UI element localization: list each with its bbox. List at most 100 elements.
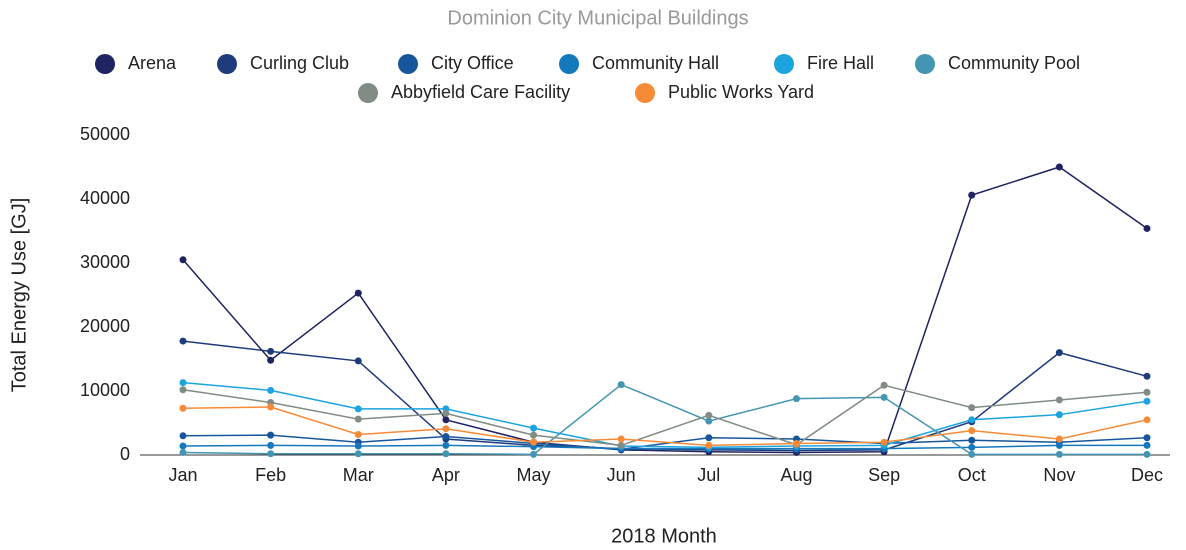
data-point [442, 432, 450, 440]
data-point [442, 441, 450, 449]
data-point [1055, 435, 1063, 443]
data-point [442, 416, 450, 424]
data-point [442, 425, 450, 433]
data-point [968, 404, 976, 412]
data-point [1143, 372, 1151, 380]
data-point [968, 436, 976, 444]
data-point [354, 431, 362, 439]
y-tick-label: 10000 [80, 380, 130, 400]
x-tick-label: Nov [1043, 465, 1075, 485]
x-tick-label: May [517, 465, 551, 485]
data-point [1055, 411, 1063, 419]
series-line [182, 444, 1147, 450]
y-tick-label: 40000 [80, 188, 130, 208]
data-point [179, 337, 187, 345]
legend-marker [915, 54, 935, 74]
data-point [705, 434, 713, 442]
data-point [530, 450, 538, 458]
y-axis-label: Total Energy Use [GJ] [8, 198, 30, 393]
data-point [792, 395, 800, 403]
x-tick-label: Dec [1131, 465, 1163, 485]
x-axis-label: 2018 Month [611, 525, 717, 547]
data-point [442, 450, 450, 458]
data-point [617, 381, 625, 389]
data-point [880, 393, 888, 401]
data-point [179, 386, 187, 394]
data-point [1055, 450, 1063, 458]
legend-marker [358, 83, 378, 103]
data-point [354, 442, 362, 450]
series-line [182, 384, 1148, 447]
legend-label: City Office [431, 53, 514, 73]
data-point [792, 439, 800, 447]
data-point [968, 191, 976, 199]
x-tick-label: Apr [432, 465, 460, 485]
y-tick-label: 30000 [80, 252, 130, 272]
legend-marker [217, 54, 237, 74]
data-point [267, 386, 275, 394]
data-point [705, 411, 713, 419]
data-point [267, 403, 275, 411]
data-point [267, 431, 275, 439]
data-point [354, 415, 362, 423]
data-point [267, 450, 275, 458]
data-point [968, 443, 976, 451]
data-point [1143, 388, 1151, 396]
data-point [354, 450, 362, 458]
data-point [354, 357, 362, 365]
legend-marker [95, 54, 115, 74]
data-point [1143, 450, 1151, 458]
data-point [880, 438, 888, 446]
x-tick-label: Jul [697, 465, 720, 485]
series-line [182, 383, 1147, 456]
data-point [1143, 224, 1151, 232]
data-point [880, 381, 888, 389]
x-tick-label: Aug [780, 465, 812, 485]
data-point [1055, 349, 1063, 357]
x-tick-label: Jan [168, 465, 197, 485]
data-point [1143, 397, 1151, 405]
data-point [179, 256, 187, 264]
data-point [442, 409, 450, 417]
x-tick-label: Jun [607, 465, 636, 485]
legend-marker [559, 54, 579, 74]
y-tick-label: 0 [120, 444, 130, 464]
legend-marker [774, 54, 794, 74]
data-point [1055, 396, 1063, 404]
data-point [354, 289, 362, 297]
legend-marker [398, 54, 418, 74]
data-point [179, 379, 187, 387]
chart-title: Dominion City Municipal Buildings [447, 7, 748, 29]
data-point [179, 432, 187, 440]
data-point [968, 450, 976, 458]
data-point [1143, 434, 1151, 442]
data-point [179, 442, 187, 450]
legend-label: Community Hall [592, 53, 719, 73]
data-point [354, 405, 362, 413]
data-point [1055, 163, 1063, 171]
data-point [705, 417, 713, 425]
data-point [1055, 441, 1063, 449]
data-point [267, 441, 275, 449]
series-line [182, 166, 1148, 454]
data-point [968, 427, 976, 435]
series-line [182, 434, 1148, 450]
series-line [182, 381, 1148, 449]
data-point [705, 441, 713, 449]
data-point [267, 347, 275, 355]
x-tick-label: Oct [958, 465, 986, 485]
x-tick-label: Sep [868, 465, 900, 485]
legend-label: Arena [128, 53, 177, 73]
data-point [179, 448, 187, 456]
x-tick-label: Mar [343, 465, 374, 485]
series-line [182, 406, 1148, 447]
data-point [968, 416, 976, 424]
data-point [530, 431, 538, 439]
legend-label: Curling Club [250, 53, 349, 73]
y-tick-label: 50000 [80, 124, 130, 144]
y-tick-label: 20000 [80, 316, 130, 336]
legend-label: Fire Hall [807, 53, 874, 73]
legend-label: Community Pool [948, 53, 1080, 73]
data-point [530, 424, 538, 432]
